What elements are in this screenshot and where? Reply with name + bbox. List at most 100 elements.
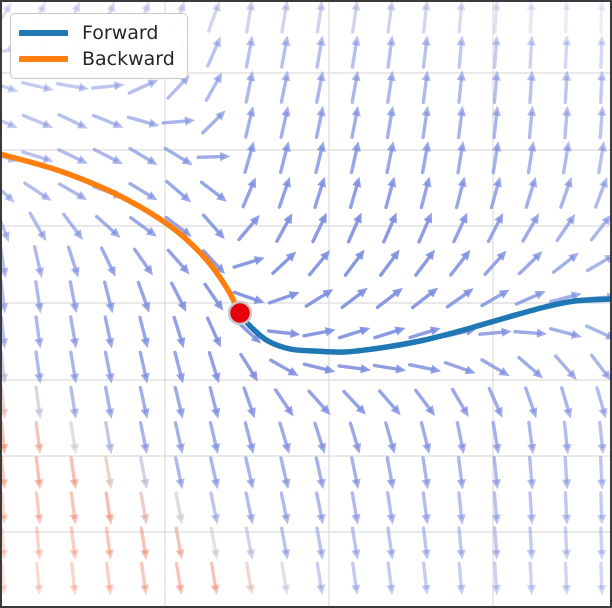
field-arrow: [445, 288, 474, 309]
field-arrow: [21, 113, 53, 129]
field-arrow: [138, 315, 150, 349]
field-arrow: [595, 386, 608, 419]
field-arrow: [526, 561, 536, 596]
field-arrow: [68, 315, 79, 349]
field-arrow: [139, 491, 150, 525]
field-arrow: [419, 176, 432, 210]
field-arrow: [559, 176, 573, 209]
field-arrow: [373, 326, 406, 340]
field-arrow: [244, 526, 255, 560]
field-arrow: [274, 388, 294, 417]
field-arrow: [351, 561, 361, 595]
field-arrow: [69, 350, 79, 384]
field-arrow: [278, 141, 291, 175]
field-arrow: [597, 0, 607, 34]
field-arrow: [526, 455, 537, 490]
forward-line-swatch: [19, 30, 68, 36]
field-arrow: [491, 105, 501, 140]
field-arrow: [206, 36, 221, 68]
field-arrow: [314, 105, 326, 140]
field-arrow: [456, 526, 466, 560]
field-arrow: [232, 256, 265, 269]
field-arrow: [57, 112, 88, 129]
field-arrow: [526, 0, 536, 34]
field-arrow: [68, 280, 80, 314]
field-arrow: [414, 249, 435, 277]
field-arrow: [514, 291, 546, 306]
field-arrow: [34, 561, 44, 596]
field-arrow: [313, 421, 326, 454]
field-arrow: [209, 491, 220, 525]
field-arrow: [23, 181, 52, 201]
field-arrow: [386, 35, 396, 69]
field-arrow: [243, 106, 256, 139]
field-arrow: [384, 176, 397, 210]
field-arrow: [585, 254, 612, 273]
field-arrow: [491, 526, 501, 560]
field-arrow: [239, 352, 258, 382]
field-arrow: [450, 387, 469, 417]
field-arrow: [343, 249, 365, 277]
field-arrow: [385, 141, 396, 175]
field-arrow: [421, 0, 431, 34]
field-arrow: [487, 386, 503, 418]
field-arrow: [350, 35, 361, 69]
field-arrow: [243, 421, 256, 454]
field-arrow: [483, 250, 507, 276]
field-arrow: [349, 141, 361, 175]
field-arrow: [172, 315, 186, 349]
field-arrow: [491, 420, 502, 455]
field-arrow: [417, 212, 432, 244]
field-arrow: [267, 328, 301, 338]
field-arrow: [34, 385, 44, 420]
field-arrow: [138, 421, 150, 455]
field-arrow: [386, 561, 396, 596]
legend-item-forward: Forward: [19, 22, 175, 44]
backward-line-swatch: [19, 56, 68, 62]
field-arrow: [408, 363, 442, 374]
field-arrow: [480, 289, 510, 308]
forward-trajectory: [237, 296, 612, 355]
field-arrow: [104, 491, 115, 525]
field-arrow: [34, 280, 44, 314]
field-arrow: [348, 176, 362, 210]
field-arrow: [421, 105, 431, 140]
field-arrow: [385, 105, 396, 140]
field-arrow: [278, 421, 291, 454]
field-arrow: [524, 176, 538, 210]
field-arrow: [491, 561, 501, 596]
field-arrow: [69, 526, 79, 560]
field-arrow: [174, 491, 185, 525]
field-arrow: [408, 326, 441, 340]
field-arrow: [411, 287, 439, 310]
field-arrow: [340, 287, 368, 309]
field-arrow: [208, 456, 220, 490]
field-arrow: [280, 561, 291, 595]
field-arrow: [597, 526, 607, 560]
field-arrow: [561, 70, 572, 105]
field-arrow: [102, 280, 115, 314]
field-arrow: [69, 456, 79, 490]
field-arrow: [129, 216, 157, 237]
field-arrow: [173, 385, 185, 419]
field-arrow: [205, 316, 221, 348]
field-arrow: [414, 388, 435, 416]
field-arrow: [69, 420, 79, 455]
field-arrow: [245, 561, 255, 595]
field-arrow: [315, 561, 326, 595]
field-arrow: [555, 214, 576, 243]
field-arrow: [350, 456, 361, 490]
field-arrow: [421, 35, 431, 69]
field-arrow: [279, 70, 291, 104]
field-arrow: [491, 141, 502, 175]
field-arrow: [480, 358, 510, 377]
field-arrow: [315, 526, 326, 560]
field-arrow: [491, 491, 501, 525]
field-arrow: [169, 281, 187, 312]
field-arrow: [562, 105, 572, 140]
field-arrow: [386, 0, 396, 34]
field-arrow: [196, 152, 231, 162]
field-arrow: [128, 181, 158, 201]
field-arrow: [204, 72, 223, 103]
